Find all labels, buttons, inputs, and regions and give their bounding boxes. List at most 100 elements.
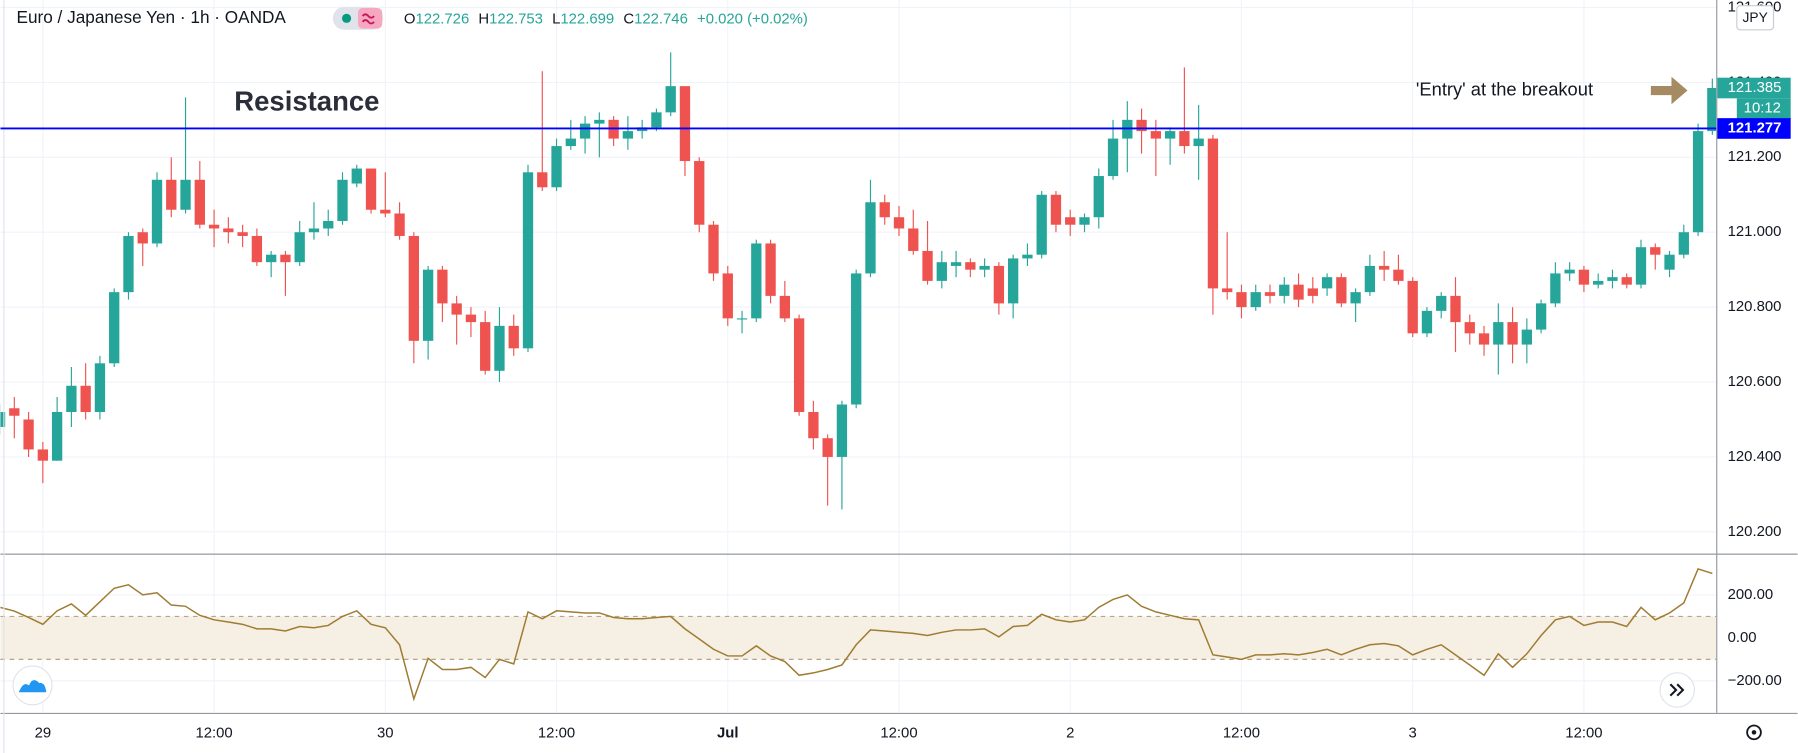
candle-body (1007, 258, 1019, 304)
candle-body (651, 112, 662, 128)
candle-body (950, 262, 962, 266)
candle-body (965, 262, 976, 270)
readout-value: 122.726 (415, 11, 469, 27)
candle-body (808, 411, 819, 439)
candle-body (665, 86, 676, 113)
currency-label: JPY (1743, 10, 1768, 25)
countdown-badge (1736, 98, 1791, 119)
currency-button[interactable] (1736, 5, 1775, 31)
candle-body (151, 179, 163, 244)
candle-body (1378, 265, 1390, 270)
last-price-badge (1717, 77, 1791, 99)
candle-body (551, 146, 562, 188)
candle-body (194, 179, 205, 225)
candle-body (1321, 277, 1333, 289)
candle-body (1664, 254, 1675, 270)
candle-body (251, 235, 263, 263)
gear-hub (1751, 730, 1757, 735)
candle-body (979, 265, 990, 270)
candle-body (1279, 284, 1290, 296)
y-tick-label: 120.400 (1728, 449, 1782, 465)
settings-button[interactable] (1746, 724, 1762, 741)
candle-body (594, 119, 605, 124)
band-fill (0, 616, 1717, 660)
candle-body (1293, 284, 1304, 300)
status-toggles[interactable] (332, 6, 384, 30)
candle-body (1350, 292, 1361, 304)
candle-body (80, 385, 91, 412)
symbol-title: Euro / Japanese Yen · 1h · OANDA (16, 7, 286, 27)
readout-change: +0.020 (+0.02%) (697, 11, 808, 27)
candle-body (1136, 119, 1147, 132)
candle-body (1464, 322, 1475, 334)
candle-body (936, 262, 947, 281)
candle-body (537, 172, 548, 188)
scroll-button[interactable] (1659, 672, 1695, 708)
readout-value: 122.746 (634, 11, 688, 27)
x-tick-label: 3 (1409, 725, 1417, 741)
logo[interactable] (12, 665, 53, 706)
candle-body (1207, 138, 1219, 289)
readout-key: C (623, 11, 634, 27)
candle-body (708, 224, 719, 274)
candle-body (722, 273, 733, 319)
candle-body (223, 228, 234, 233)
x-tick-label: 12:00 (1223, 725, 1260, 741)
candle-body (1650, 247, 1661, 255)
candle-body (1150, 131, 1162, 139)
candle-body (694, 161, 705, 225)
candle-body (1036, 194, 1047, 255)
candle-body (1022, 254, 1033, 259)
candle-body (1564, 269, 1575, 274)
candle-body (1193, 138, 1204, 147)
resistance-price-label: 121.277 (1728, 120, 1782, 136)
candle-body (822, 438, 833, 457)
x-tick-label: 12:00 (195, 725, 232, 741)
candle-body (1179, 131, 1190, 147)
candle-body (94, 363, 106, 412)
candle-body (137, 232, 148, 244)
candle-body (836, 404, 848, 457)
x-tick-label: 29 (35, 725, 52, 741)
candle-body (922, 250, 933, 281)
gear-ring (1746, 724, 1762, 741)
readout-key: L (552, 11, 560, 27)
candle-body (280, 254, 291, 263)
candle-body (208, 224, 220, 229)
candle-body (1593, 280, 1604, 285)
candle-body (1393, 269, 1404, 281)
candles (0, 52, 1717, 510)
candle-body (1307, 288, 1318, 296)
candle-body (1578, 269, 1590, 285)
candle-body (1607, 277, 1618, 281)
candle-body (422, 269, 434, 341)
readout-value: 122.699 (560, 11, 614, 27)
candle-body (765, 243, 776, 296)
last-price-label: 121.385 (1728, 80, 1782, 96)
candle-body (522, 172, 534, 349)
arrow (1650, 76, 1688, 105)
candle-body (51, 411, 63, 461)
candle-body (1678, 232, 1689, 255)
ohlc-readout: O122.726 H122.753 L122.699 C122.746 +0.020 (… (404, 11, 808, 27)
x-tick-label: 2 (1066, 725, 1074, 741)
resistance-label: Resistance (234, 85, 379, 116)
market-open-dot (341, 13, 352, 23)
candle-body (380, 209, 391, 214)
readout-value: 122.753 (489, 11, 543, 27)
candle-body (1635, 247, 1647, 285)
candle-body (1478, 333, 1490, 345)
candle-body (0, 411, 6, 427)
candle-body (1692, 131, 1704, 233)
candle-body (1550, 273, 1561, 304)
candle-body (1521, 329, 1533, 345)
candle-body (1079, 217, 1090, 225)
candle-body (37, 449, 49, 461)
candle-body (123, 235, 134, 293)
y-tick-label: 120.600 (1728, 374, 1782, 390)
candle-body (1264, 292, 1276, 296)
candle-body (1050, 194, 1062, 225)
y-tick-label: 120.800 (1728, 299, 1782, 315)
y2-tick-label: 0.00 (1728, 630, 1757, 646)
candle-body (408, 235, 420, 341)
